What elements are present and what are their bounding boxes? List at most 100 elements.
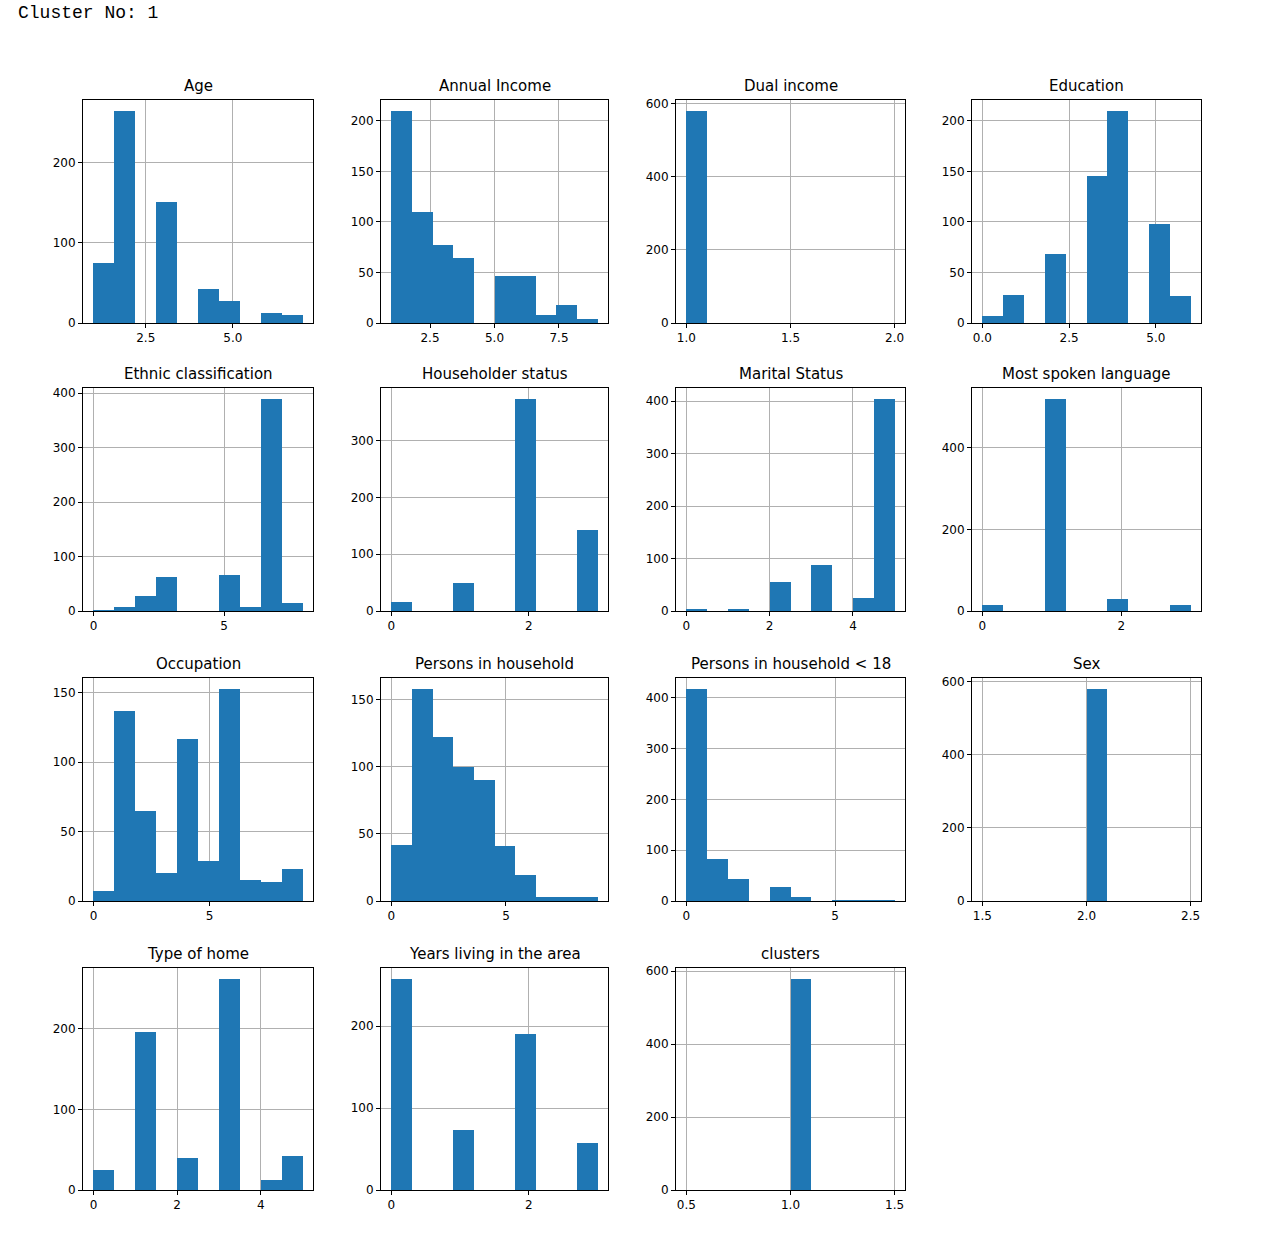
svg-text:300: 300 bbox=[646, 742, 669, 756]
svg-text:Years living in the area: Years living in the area bbox=[409, 945, 581, 963]
svg-text:600: 600 bbox=[646, 964, 669, 978]
svg-text:0: 0 bbox=[957, 894, 965, 908]
svg-text:600: 600 bbox=[942, 675, 965, 689]
svg-text:200: 200 bbox=[53, 1022, 76, 1036]
svg-text:Householder status: Householder status bbox=[422, 365, 568, 383]
svg-text:50: 50 bbox=[358, 827, 373, 841]
svg-text:100: 100 bbox=[351, 1101, 374, 1115]
svg-text:600: 600 bbox=[646, 97, 669, 111]
svg-text:5: 5 bbox=[206, 909, 214, 923]
svg-text:1.0: 1.0 bbox=[781, 1198, 800, 1212]
svg-text:4: 4 bbox=[849, 619, 857, 633]
svg-text:0: 0 bbox=[366, 316, 374, 330]
svg-text:50: 50 bbox=[358, 266, 373, 280]
svg-text:200: 200 bbox=[351, 1019, 374, 1033]
svg-text:0: 0 bbox=[387, 909, 395, 923]
svg-text:5: 5 bbox=[220, 619, 228, 633]
svg-text:400: 400 bbox=[646, 691, 669, 705]
svg-text:5.0: 5.0 bbox=[485, 331, 504, 345]
svg-text:0.0: 0.0 bbox=[973, 331, 992, 345]
svg-text:200: 200 bbox=[942, 523, 965, 537]
svg-text:100: 100 bbox=[351, 215, 374, 229]
svg-text:Annual Income: Annual Income bbox=[439, 77, 551, 95]
svg-text:0: 0 bbox=[387, 619, 395, 633]
svg-text:0: 0 bbox=[68, 316, 76, 330]
svg-text:200: 200 bbox=[646, 793, 669, 807]
svg-text:0: 0 bbox=[68, 894, 76, 908]
svg-text:50: 50 bbox=[60, 825, 75, 839]
svg-text:2: 2 bbox=[1117, 619, 1125, 633]
svg-text:2: 2 bbox=[173, 1198, 181, 1212]
svg-text:Marital Status: Marital Status bbox=[739, 365, 843, 383]
svg-text:150: 150 bbox=[942, 165, 965, 179]
svg-text:5: 5 bbox=[831, 909, 839, 923]
svg-text:200: 200 bbox=[53, 495, 76, 509]
svg-text:100: 100 bbox=[53, 236, 76, 250]
svg-text:100: 100 bbox=[942, 215, 965, 229]
svg-text:5.0: 5.0 bbox=[223, 331, 242, 345]
svg-text:0: 0 bbox=[661, 1183, 669, 1197]
svg-text:100: 100 bbox=[646, 843, 669, 857]
svg-text:Persons in household < 18: Persons in household < 18 bbox=[691, 655, 891, 673]
svg-text:100: 100 bbox=[646, 552, 669, 566]
svg-text:0: 0 bbox=[661, 604, 669, 618]
svg-text:200: 200 bbox=[351, 114, 374, 128]
svg-text:300: 300 bbox=[53, 441, 76, 455]
svg-text:2: 2 bbox=[766, 619, 774, 633]
svg-text:2.0: 2.0 bbox=[1077, 909, 1096, 923]
svg-text:5.0: 5.0 bbox=[1146, 331, 1165, 345]
svg-text:2.5: 2.5 bbox=[1181, 909, 1200, 923]
svg-text:4: 4 bbox=[257, 1198, 265, 1212]
svg-text:0: 0 bbox=[957, 316, 965, 330]
svg-text:Occupation: Occupation bbox=[156, 655, 241, 673]
svg-text:0: 0 bbox=[68, 604, 76, 618]
svg-text:Age: Age bbox=[184, 77, 213, 95]
svg-text:1.5: 1.5 bbox=[973, 909, 992, 923]
svg-text:2: 2 bbox=[525, 619, 533, 633]
svg-text:0: 0 bbox=[979, 619, 987, 633]
svg-text:150: 150 bbox=[351, 165, 374, 179]
svg-text:400: 400 bbox=[646, 170, 669, 184]
svg-text:Type of home: Type of home bbox=[147, 945, 249, 963]
svg-text:300: 300 bbox=[351, 434, 374, 448]
svg-text:0: 0 bbox=[90, 909, 98, 923]
svg-text:7.5: 7.5 bbox=[549, 331, 568, 345]
svg-text:2.5: 2.5 bbox=[1060, 331, 1079, 345]
svg-text:2: 2 bbox=[525, 1198, 533, 1212]
svg-text:Dual income: Dual income bbox=[744, 77, 838, 95]
svg-text:1.5: 1.5 bbox=[781, 331, 800, 345]
svg-text:Education: Education bbox=[1049, 77, 1124, 95]
svg-text:0: 0 bbox=[387, 1198, 395, 1212]
svg-text:0: 0 bbox=[90, 619, 98, 633]
svg-text:0.5: 0.5 bbox=[677, 1198, 696, 1212]
svg-text:2.5: 2.5 bbox=[420, 331, 439, 345]
svg-text:0: 0 bbox=[366, 894, 374, 908]
svg-text:Persons in household: Persons in household bbox=[415, 655, 574, 673]
svg-text:400: 400 bbox=[942, 441, 965, 455]
svg-text:0: 0 bbox=[68, 1183, 76, 1197]
svg-text:0: 0 bbox=[957, 604, 965, 618]
svg-text:100: 100 bbox=[53, 1103, 76, 1117]
svg-text:0: 0 bbox=[683, 909, 691, 923]
svg-text:200: 200 bbox=[646, 243, 669, 257]
svg-text:Sex: Sex bbox=[1073, 655, 1100, 673]
svg-text:1.5: 1.5 bbox=[885, 1198, 904, 1212]
svg-text:400: 400 bbox=[53, 386, 76, 400]
svg-text:400: 400 bbox=[646, 394, 669, 408]
svg-text:150: 150 bbox=[53, 686, 76, 700]
svg-text:100: 100 bbox=[351, 547, 374, 561]
svg-text:300: 300 bbox=[646, 447, 669, 461]
svg-text:0: 0 bbox=[661, 316, 669, 330]
svg-text:0: 0 bbox=[661, 894, 669, 908]
svg-text:200: 200 bbox=[942, 821, 965, 835]
svg-text:2.0: 2.0 bbox=[885, 331, 904, 345]
svg-text:0: 0 bbox=[366, 604, 374, 618]
svg-text:0: 0 bbox=[366, 1183, 374, 1197]
svg-text:400: 400 bbox=[646, 1037, 669, 1051]
svg-text:150: 150 bbox=[351, 693, 374, 707]
svg-text:100: 100 bbox=[351, 760, 374, 774]
svg-text:200: 200 bbox=[646, 499, 669, 513]
svg-text:200: 200 bbox=[53, 156, 76, 170]
svg-text:50: 50 bbox=[949, 266, 964, 280]
svg-text:100: 100 bbox=[53, 550, 76, 564]
